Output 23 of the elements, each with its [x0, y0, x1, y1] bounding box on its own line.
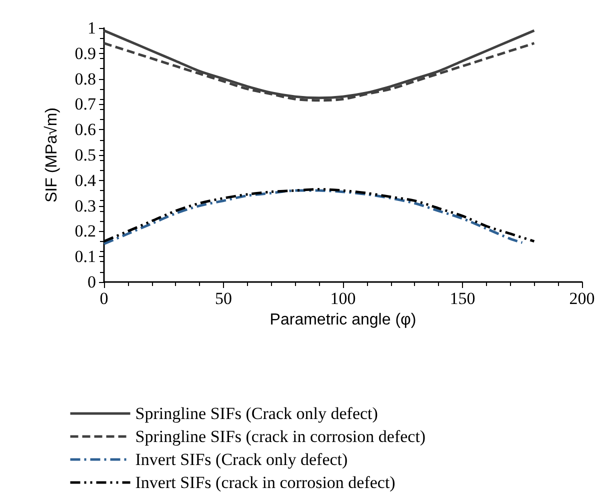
x-tick-label: 200 — [569, 289, 595, 308]
x-tick-label: 50 — [215, 289, 232, 308]
y-tick-label: 0.9 — [74, 44, 96, 63]
line-series — [102, 29, 536, 100]
y-tick-label: 0 — [88, 272, 96, 292]
legend-label: Springline SIFs (crack in corrosion defect) — [135, 427, 426, 446]
legend-label: Invert SIFs (crack in corrosion defect) — [135, 473, 396, 492]
legend-label: Invert SIFs (Crack only defect) — [135, 450, 348, 469]
y-tick-label: 0.7 — [74, 94, 96, 114]
x-tick-label: 150 — [450, 289, 476, 308]
x-tick-label: 0 — [100, 289, 108, 308]
y-tick-label: 0.1 — [74, 247, 96, 266]
y-tick-label: 1 — [88, 18, 96, 38]
y-axis-title: SIF (MPa√m) — [44, 108, 60, 202]
y-tick-label: 0.6 — [74, 120, 96, 140]
x-tick-label: 100 — [330, 289, 356, 308]
y-tick-label: 0.2 — [74, 222, 96, 241]
y-tick-label: 0.3 — [74, 196, 96, 216]
y-tick-label: 0.4 — [74, 170, 96, 190]
x-axis-title: Parametric angle (φ) — [270, 311, 416, 328]
y-tick-label: 0.5 — [74, 146, 96, 164]
legend-label: Springline SIFs (Crack only defect) — [135, 404, 378, 423]
y-tick-label: 0.8 — [74, 69, 96, 88]
